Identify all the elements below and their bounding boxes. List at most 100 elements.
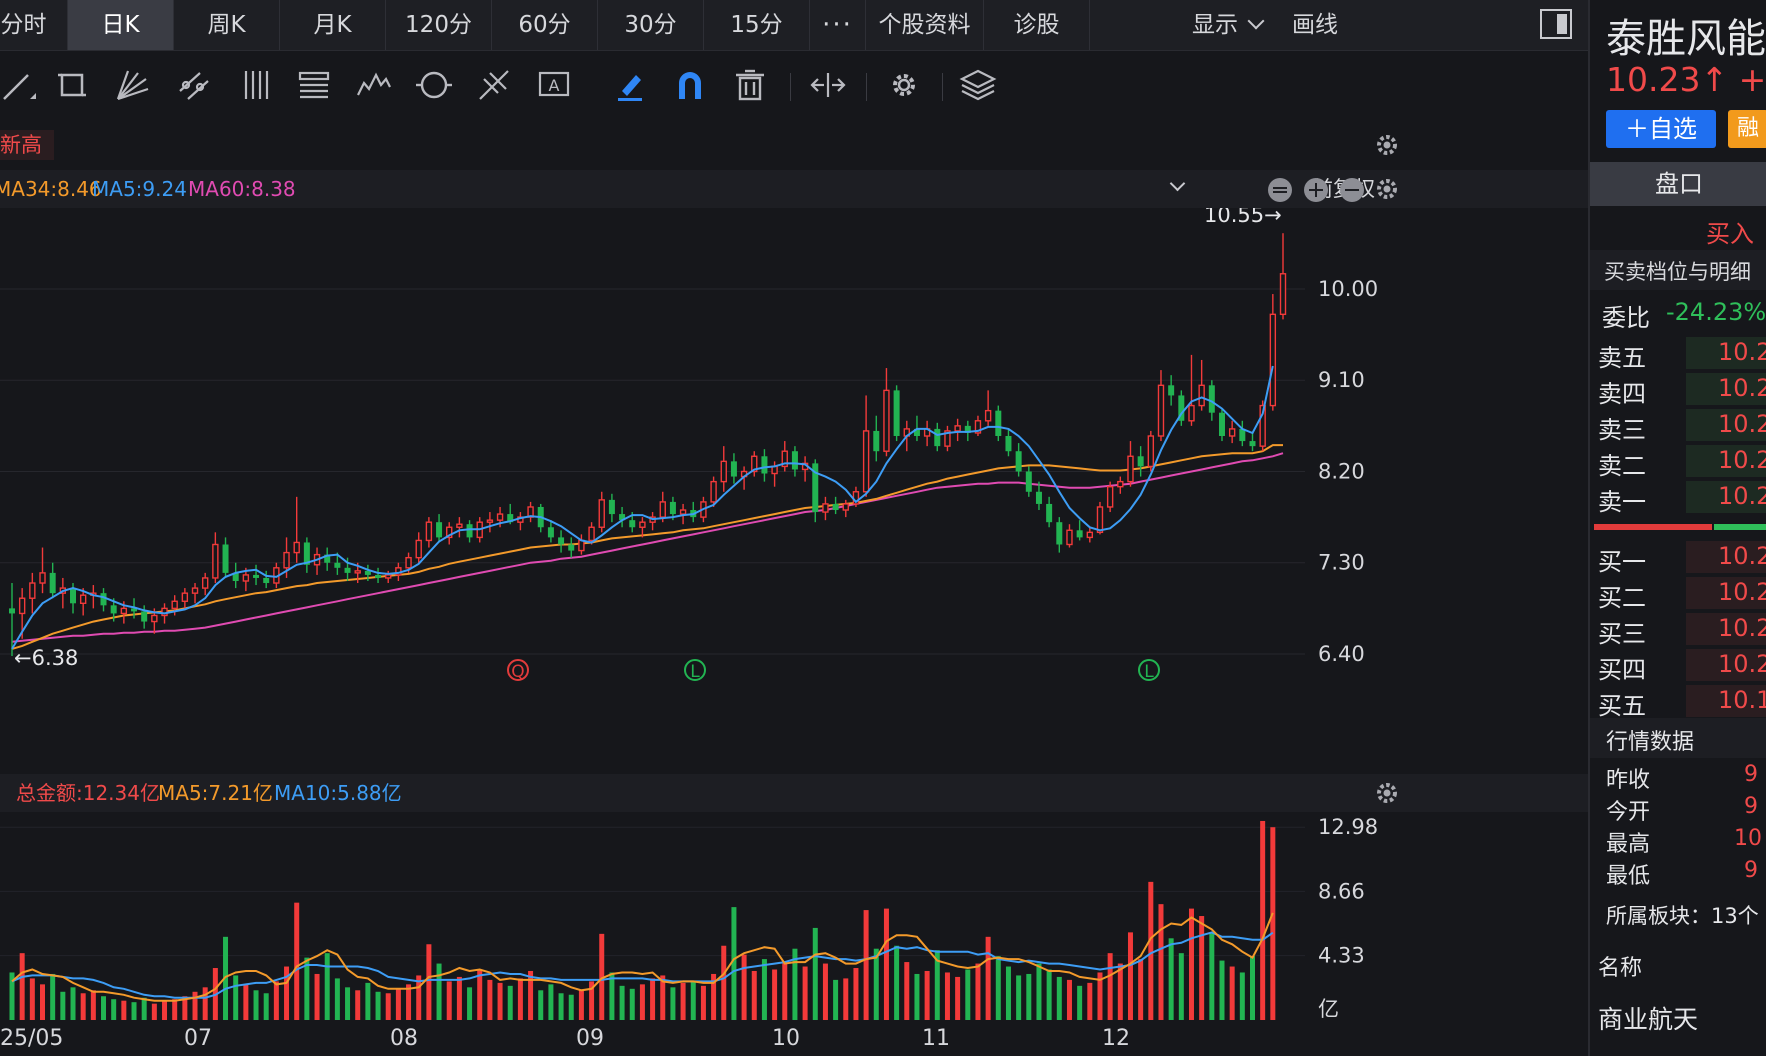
- amount-bar: [924, 970, 930, 1020]
- amount-bar: [294, 902, 300, 1020]
- order-detail-link[interactable]: 买卖档位与明细: [1590, 250, 1766, 290]
- candle: [1228, 420, 1236, 444]
- trash-icon[interactable]: [730, 65, 770, 105]
- x-tick-label: 07: [184, 1026, 212, 1051]
- total-amount-legend: 总金额:12.34亿: [16, 781, 160, 805]
- tab-order-book[interactable]: 盘口: [1590, 162, 1766, 206]
- svg-text:A: A: [549, 76, 560, 95]
- zoom-in-icon[interactable]: [1304, 178, 1328, 202]
- amount-bar: [1005, 966, 1011, 1020]
- y-tick-label: 8.66: [1318, 879, 1365, 903]
- tab-more[interactable]: ···: [810, 0, 866, 50]
- tab-daily-k[interactable]: 日K: [68, 0, 174, 50]
- candle: [1015, 443, 1022, 477]
- candle: [212, 532, 219, 584]
- settings-icon[interactable]: [884, 65, 924, 105]
- sector-list-item[interactable]: 商业航天: [1598, 1005, 1699, 1034]
- candle: [466, 520, 473, 543]
- line-tool-icon[interactable]: [0, 65, 40, 105]
- magnet-icon[interactable]: [670, 65, 710, 105]
- tab-diagnosis[interactable]: 诊股: [984, 0, 1090, 50]
- zoom-out-icon[interactable]: [1340, 178, 1364, 202]
- buy-button[interactable]: 买入: [1706, 220, 1754, 248]
- y-tick-label: 7.30: [1318, 551, 1365, 575]
- indicator-toggle-icon[interactable]: [1268, 178, 1292, 202]
- notice-row: 新高: [0, 122, 1588, 166]
- ask1-label: 卖一: [1598, 488, 1646, 516]
- amount-bar: [751, 970, 757, 1020]
- amount-bar: [802, 966, 808, 1020]
- amount-bar: [1117, 963, 1123, 1020]
- gear-icon[interactable]: [1374, 176, 1400, 202]
- candlestick-chart[interactable]: 10.00 9.10 8.20 7.30 6.40 10.55→ ←6.38 Q L L: [0, 208, 1400, 774]
- tab-timeshare[interactable]: 分时: [0, 0, 68, 50]
- amount-bar: [1107, 953, 1113, 1020]
- amount-bar: [436, 963, 442, 1020]
- parallel-channel-icon[interactable]: [174, 65, 214, 105]
- candle: [1279, 233, 1287, 320]
- amount-bar: [741, 954, 747, 1020]
- bid5-label: 买五: [1598, 692, 1646, 720]
- ask3-label: 卖三: [1598, 416, 1646, 444]
- candle: [791, 446, 798, 477]
- bid3-label: 买三: [1598, 620, 1646, 648]
- ask3-price: 10.2: [1718, 410, 1766, 438]
- amount-bar: [446, 981, 452, 1020]
- candle: [1239, 420, 1246, 447]
- open-value: 9: [1744, 794, 1758, 819]
- fan-tool-icon[interactable]: [112, 65, 152, 105]
- wave-tool-icon[interactable]: [354, 65, 394, 105]
- fibonacci-tool-icon[interactable]: [474, 65, 514, 105]
- vertical-lines-icon[interactable]: [238, 65, 278, 105]
- volume-legend-row: 总金额:12.34亿 MA5:7.21亿 MA10:5.88亿: [0, 774, 1588, 812]
- amount-bar: [955, 976, 961, 1020]
- max-price-label: 10.55→: [1204, 208, 1282, 227]
- cycle-tool-icon[interactable]: [414, 65, 454, 105]
- rectangle-tool-icon[interactable]: [52, 65, 92, 105]
- candle: [191, 583, 199, 604]
- add-watchlist-button[interactable]: ＋自选: [1606, 110, 1716, 148]
- tab-15min[interactable]: 15分: [704, 0, 810, 50]
- candle: [293, 496, 300, 563]
- draw-line-button[interactable]: 画线: [1292, 12, 1338, 38]
- x-tick-label: 09: [576, 1026, 604, 1051]
- candle: [679, 503, 687, 525]
- y-tick-label: 9.10: [1318, 368, 1365, 392]
- amount-bar: [202, 987, 208, 1020]
- candle: [334, 552, 341, 575]
- order-detail-label: 买卖档位与明细: [1604, 260, 1751, 284]
- amount-bar: [1229, 966, 1235, 1020]
- text-tool-icon[interactable]: A: [534, 65, 574, 105]
- gann-box-icon[interactable]: [294, 65, 334, 105]
- amount-bar: [650, 978, 656, 1020]
- candle: [1198, 359, 1205, 411]
- low-label: 最低: [1606, 864, 1651, 889]
- tab-120min[interactable]: 120分: [386, 0, 492, 50]
- tab-60min[interactable]: 60分: [492, 0, 598, 50]
- ma60-legend: MA60:8.38: [188, 177, 296, 201]
- tab-30min[interactable]: 30分: [598, 0, 704, 50]
- amount-bar: [772, 969, 778, 1020]
- bid2-price: 10.2: [1718, 578, 1766, 606]
- candle: [1025, 466, 1032, 497]
- amount-bar: [904, 962, 910, 1020]
- display-dropdown[interactable]: 显示: [1192, 0, 1265, 50]
- amount-bar-chart[interactable]: 12.98 8.66 4.33 亿: [0, 812, 1400, 1026]
- panel-layout-icon[interactable]: [1540, 9, 1572, 39]
- tab-monthly-k[interactable]: 月K: [280, 0, 386, 50]
- tab-stock-profile[interactable]: 个股资料: [866, 0, 984, 50]
- amount-bar: [517, 978, 523, 1020]
- gear-icon[interactable]: [1374, 780, 1400, 806]
- amount-bar: [833, 979, 839, 1020]
- weibi-value: -24.23%: [1666, 298, 1766, 326]
- resize-horizontal-icon[interactable]: [808, 65, 848, 105]
- marker-pen-icon[interactable]: [610, 65, 650, 105]
- candle: [1178, 390, 1185, 426]
- layers-icon[interactable]: [958, 65, 998, 105]
- high-value: 10: [1734, 826, 1762, 851]
- sector-count[interactable]: 所属板块：13个: [1606, 904, 1759, 928]
- y-tick-label: 12.98: [1318, 815, 1378, 839]
- candle: [181, 588, 189, 609]
- tab-weekly-k[interactable]: 周K: [174, 0, 280, 50]
- gear-icon[interactable]: [1374, 132, 1400, 158]
